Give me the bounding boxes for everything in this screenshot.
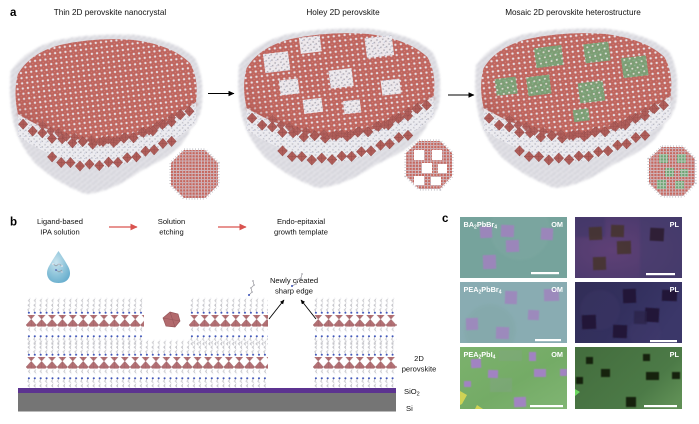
svg-text:IPA solution: IPA solution xyxy=(40,228,80,237)
svg-text:perovskite: perovskite xyxy=(402,365,437,374)
svg-text:Holey 2D perovskite: Holey 2D perovskite xyxy=(306,8,380,17)
svg-text:PL: PL xyxy=(670,220,680,229)
svg-text:Ligand-based: Ligand-based xyxy=(37,217,83,226)
svg-text:PL: PL xyxy=(670,350,680,359)
svg-text:Mosaic 2D perovskite heterostr: Mosaic 2D perovskite heterostructure xyxy=(505,8,641,17)
svg-text:growth template: growth template xyxy=(274,228,328,237)
svg-text:c: c xyxy=(442,213,449,225)
svg-text:PL: PL xyxy=(670,285,680,294)
svg-text:a: a xyxy=(10,7,17,19)
svg-text:OM: OM xyxy=(551,350,563,359)
svg-text:b: b xyxy=(10,217,17,229)
svg-text:Thin 2D perovskite nanocrystal: Thin 2D perovskite nanocrystal xyxy=(54,8,167,17)
svg-text:Si: Si xyxy=(406,404,413,413)
svg-text:Newly created: Newly created xyxy=(270,276,318,285)
svg-text:etching: etching xyxy=(159,228,184,237)
svg-text:OM: OM xyxy=(551,220,563,229)
svg-text:Endo-epitaxial: Endo-epitaxial xyxy=(277,217,325,226)
svg-text:2D: 2D xyxy=(414,354,424,363)
svg-text:BA2PbBr4: BA2PbBr4 xyxy=(464,220,498,231)
svg-text:OM: OM xyxy=(551,285,563,294)
svg-text:Solution: Solution xyxy=(158,217,185,226)
svg-text:SiO2: SiO2 xyxy=(404,387,420,398)
svg-text:PEA2PbBr4: PEA2PbBr4 xyxy=(464,285,502,296)
svg-text:sharp edge: sharp edge xyxy=(275,287,313,296)
svg-text:PEA2PbI4: PEA2PbI4 xyxy=(464,350,496,361)
